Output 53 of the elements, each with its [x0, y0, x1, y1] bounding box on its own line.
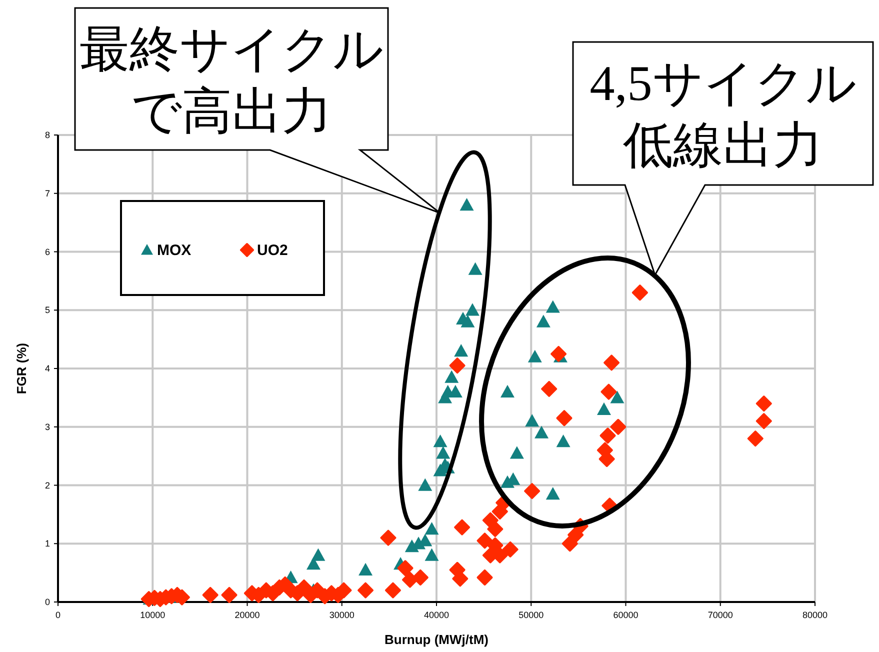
- point: [436, 446, 450, 459]
- point: [460, 314, 475, 328]
- y-tick-label: 5: [44, 305, 50, 316]
- point: [306, 557, 320, 570]
- text: 4,5サイクル: [590, 55, 856, 111]
- point: [546, 487, 560, 500]
- y-tick-label: 6: [44, 246, 50, 257]
- point: [444, 370, 459, 383]
- point: [358, 562, 373, 576]
- point: [536, 314, 550, 328]
- annotation: 低線出力: [623, 117, 823, 173]
- point: [465, 303, 480, 316]
- y-tick-label: 7: [44, 188, 50, 198]
- y-tick-label: 8: [44, 130, 50, 140]
- y-tick-label: 4: [44, 364, 50, 374]
- point: [596, 402, 611, 415]
- point: [311, 548, 326, 561]
- point: [404, 540, 419, 552]
- point: [556, 434, 570, 448]
- y-axis-title: FGR (%): [14, 342, 29, 394]
- point: [528, 350, 542, 362]
- x-tick-label: 60000: [613, 610, 638, 620]
- point: [510, 446, 524, 459]
- annotation: で高出力: [131, 83, 332, 139]
- point: [610, 390, 624, 404]
- point: [500, 384, 514, 398]
- x-tick-label: 40000: [424, 610, 450, 620]
- point: [500, 475, 514, 488]
- point: [546, 300, 560, 313]
- point: [534, 426, 549, 438]
- y-tick-label: 2: [44, 480, 50, 490]
- point: [460, 198, 474, 211]
- legend-label: MOX: [157, 242, 192, 259]
- point: [424, 548, 439, 561]
- x-tick-label: 20000: [234, 610, 260, 620]
- point: [424, 522, 439, 535]
- text: 最終サイクル: [80, 21, 384, 77]
- point: [418, 478, 432, 491]
- y-tick-label: 3: [44, 422, 50, 432]
- x-axis-title: Burnup (MWj/tM): [384, 632, 488, 647]
- point: [433, 434, 448, 448]
- x-tick-label: 10000: [140, 610, 166, 620]
- x-tick-label: 30000: [329, 610, 354, 620]
- point: [468, 262, 482, 275]
- point: [454, 344, 468, 357]
- point: [525, 414, 540, 427]
- x-tick-label: 50000: [518, 610, 544, 620]
- y-tick-label: 0: [44, 597, 50, 607]
- x-tick-label: 70000: [708, 610, 733, 620]
- y-tick-label: 1: [44, 538, 50, 549]
- x-tick-label: 0: [55, 610, 61, 620]
- legend-label: UO2: [257, 242, 288, 259]
- x-tick-label: 80000: [802, 610, 828, 620]
